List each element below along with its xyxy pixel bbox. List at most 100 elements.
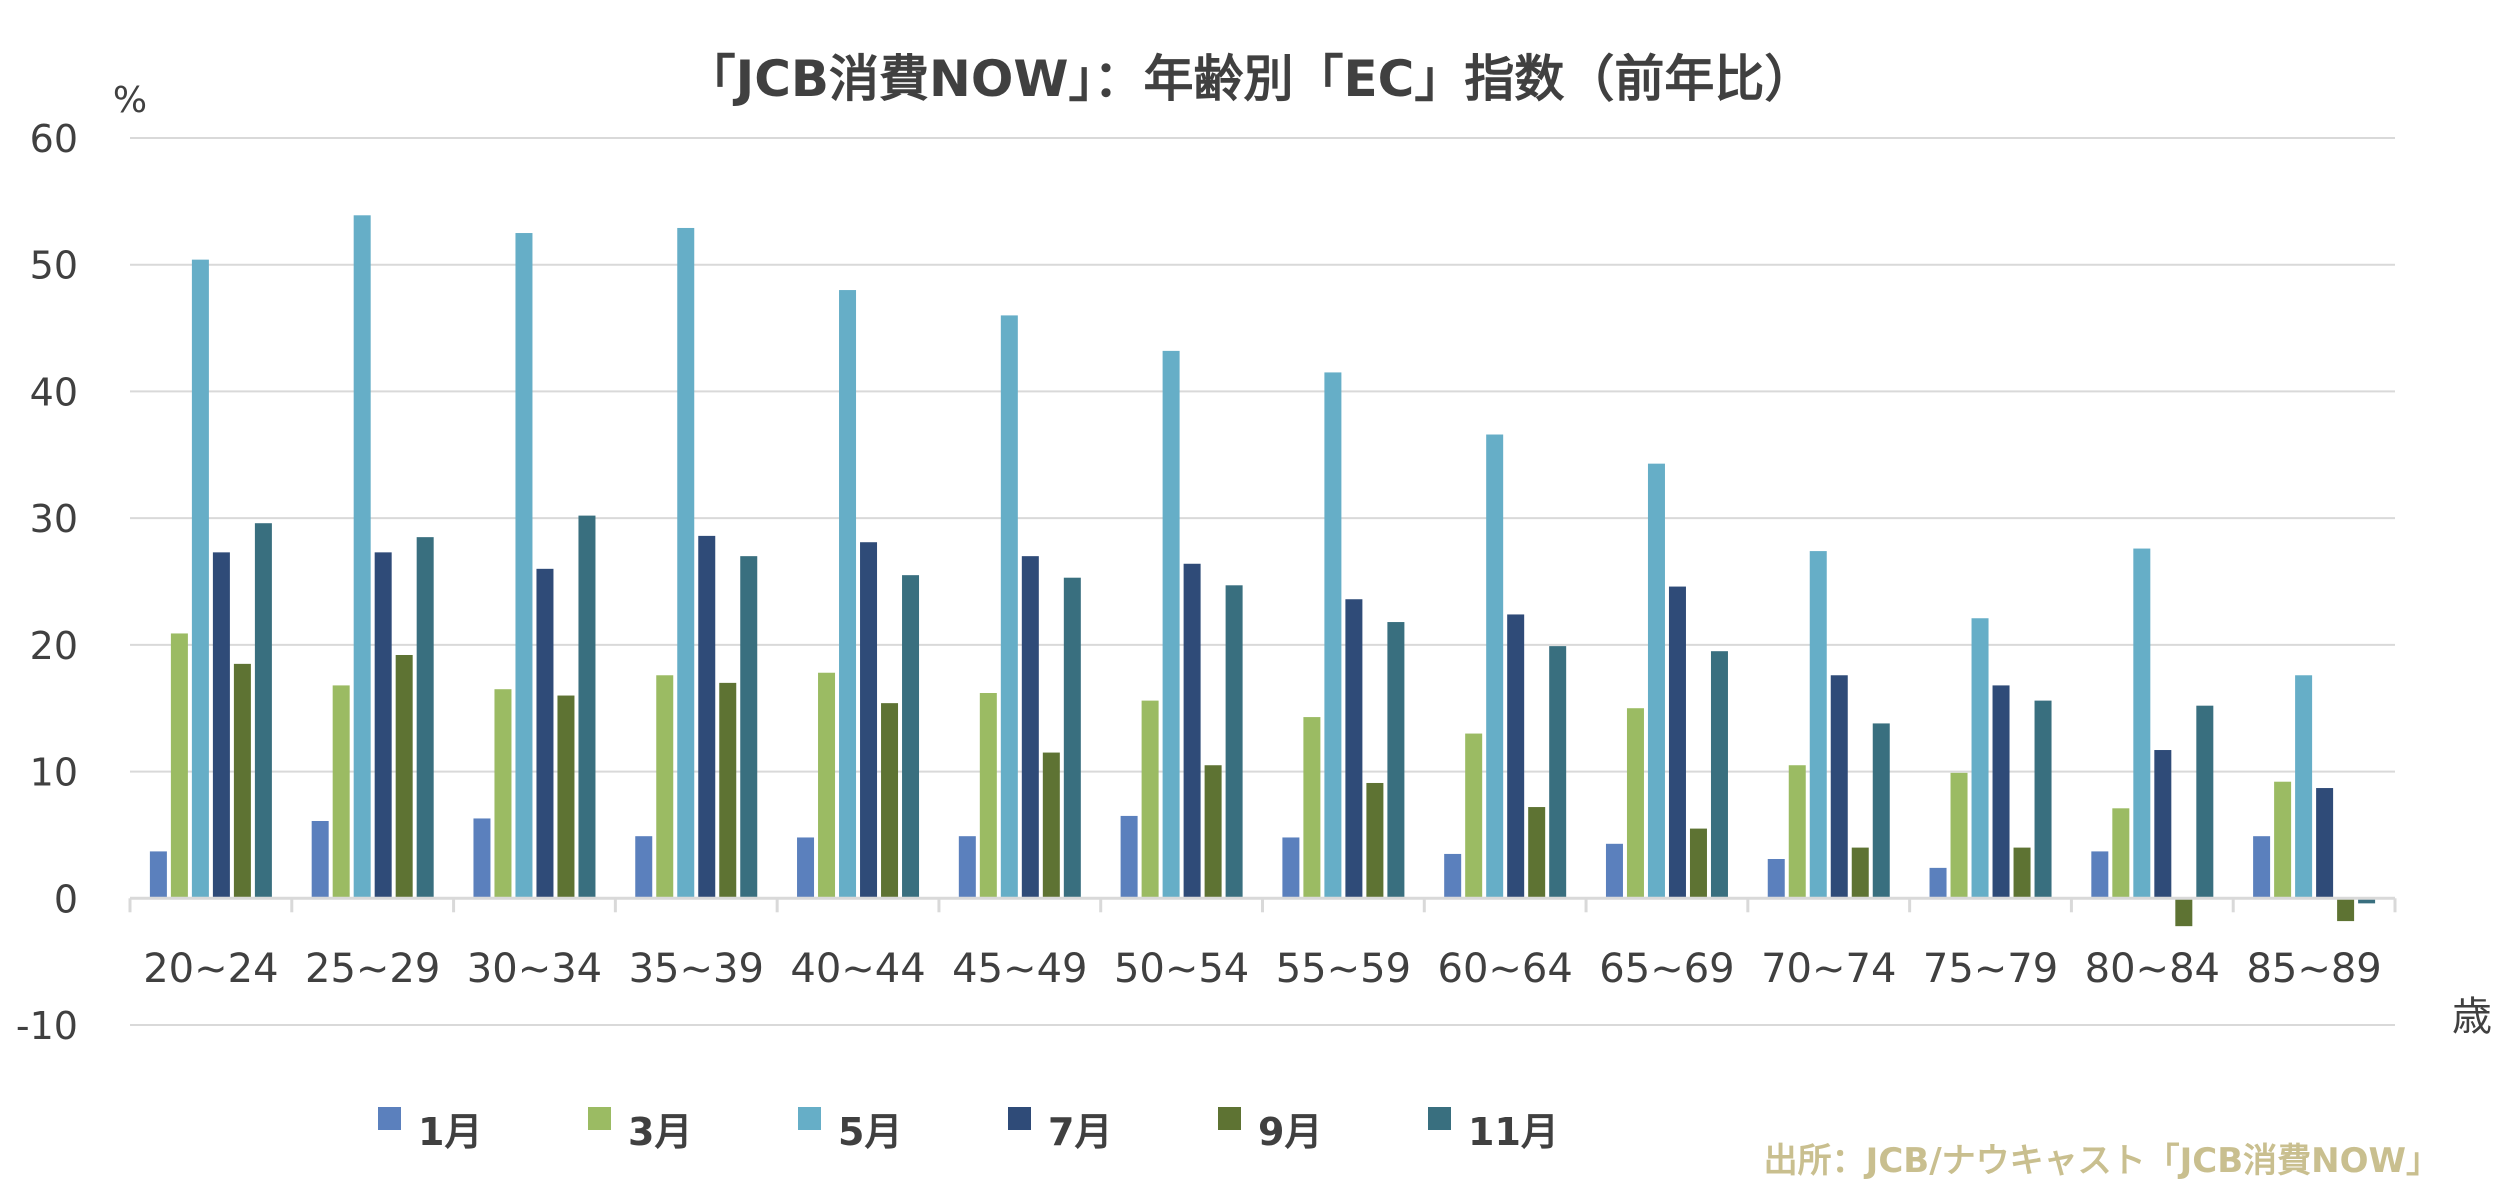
bar <box>740 556 758 899</box>
y-tick-label: 50 <box>30 244 78 288</box>
bar <box>656 675 674 899</box>
x-tick-label: 80~84 <box>2085 946 2220 992</box>
bar <box>1626 708 1644 899</box>
bar <box>233 663 251 899</box>
bar <box>473 818 491 899</box>
bar <box>902 575 920 899</box>
x-tick-label: 75~79 <box>1923 946 2058 992</box>
x-tick-label: 85~89 <box>2246 946 2381 992</box>
x-tick-labels: 20~24 25~29 30~34 35~39 40~44 45~49 50~54 55~59… <box>143 946 2382 992</box>
bar <box>1444 853 1462 899</box>
bar <box>860 542 878 899</box>
bar <box>2013 847 2031 899</box>
y-tick-label: 0 <box>54 877 78 921</box>
bar <box>979 693 997 899</box>
bar <box>1486 434 1504 899</box>
legend-label: 9月 <box>1258 1110 1322 1154</box>
bar <box>1465 733 1483 899</box>
bar <box>395 654 413 899</box>
bar <box>958 836 976 899</box>
bar <box>1950 772 1968 899</box>
gridlines <box>130 137 2395 1026</box>
bar <box>2091 851 2109 899</box>
legend-swatch <box>1008 1107 1031 1130</box>
bar <box>1788 765 1806 899</box>
x-tick-label: 35~39 <box>629 946 764 992</box>
legend-label: 5月 <box>838 1110 902 1154</box>
bar <box>881 703 899 899</box>
x-tick-label: 20~24 <box>143 946 278 992</box>
bar <box>311 820 329 899</box>
bar <box>1324 372 1342 899</box>
x-tick-label: 45~49 <box>952 946 1087 992</box>
bar <box>1809 551 1827 899</box>
bar <box>557 695 575 899</box>
bar <box>1929 867 1947 899</box>
source-note: 出所：JCB/ナウキャスト「JCB消費NOW」 <box>1764 1141 2440 1181</box>
bar <box>1225 585 1243 899</box>
bar <box>2295 675 2313 899</box>
x-tick-label: 50~54 <box>1114 946 1249 992</box>
bar <box>1303 717 1321 899</box>
legend-label: 3月 <box>628 1110 692 1154</box>
x-tick-label: 70~74 <box>1761 946 1896 992</box>
legend-swatch <box>1218 1107 1241 1130</box>
bar <box>1345 599 1363 899</box>
legend-swatch <box>588 1107 611 1130</box>
bar <box>1000 315 1018 899</box>
bar <box>332 685 350 899</box>
x-tick-label: 65~69 <box>1599 946 1734 992</box>
chart-title: 「JCB消費NOW」：年齢別「EC」指数（前年比） <box>686 50 1815 108</box>
y-axis-unit: % <box>113 80 147 121</box>
y-tick-label: 10 <box>30 751 78 795</box>
bar <box>2337 898 2355 922</box>
y-tick-label: 60 <box>30 117 78 161</box>
bar <box>2253 836 2271 899</box>
bar <box>2175 898 2193 927</box>
bar <box>677 227 695 899</box>
bar <box>1366 782 1384 899</box>
bar <box>1282 837 1300 899</box>
bar <box>1204 765 1222 899</box>
legend-swatch <box>378 1107 401 1130</box>
y-tick-label: 40 <box>30 370 78 414</box>
bar <box>1872 723 1890 899</box>
y-tick-label: 20 <box>30 624 78 668</box>
bar <box>1021 556 1039 899</box>
bar <box>1710 651 1728 899</box>
bar <box>1120 815 1138 899</box>
legend: 1月 3月 5月 7月 9月 11月 <box>378 1107 1559 1154</box>
bar <box>2274 781 2292 899</box>
x-tick-label: 55~59 <box>1276 946 1411 992</box>
bar <box>578 515 596 899</box>
bar <box>2034 700 2052 899</box>
x-tick-label: 40~44 <box>790 946 925 992</box>
x-axis-unit: 歳 <box>2452 994 2492 1040</box>
bar <box>1387 622 1405 899</box>
bar <box>2112 808 2130 899</box>
bar <box>698 535 716 899</box>
x-tick-label: 25~29 <box>305 946 440 992</box>
bar <box>1992 685 2010 899</box>
legend-swatch <box>1428 1107 1451 1130</box>
bar <box>1830 675 1848 899</box>
bar <box>536 568 554 899</box>
bar <box>1141 700 1159 899</box>
bar <box>719 682 737 899</box>
bar <box>170 633 188 899</box>
bar <box>818 672 836 899</box>
bar <box>2196 705 2214 899</box>
y-tick-labels: 60 50 40 30 20 10 0 -10 <box>16 117 78 1048</box>
bar <box>515 233 533 899</box>
bar <box>1162 350 1180 899</box>
bar <box>797 837 815 899</box>
bar <box>254 523 272 899</box>
x-axis <box>128 896 2397 913</box>
bar <box>353 215 371 899</box>
legend-swatch <box>798 1107 821 1130</box>
bar <box>1971 618 1989 899</box>
bar <box>839 290 857 899</box>
y-tick-label: -10 <box>16 1004 78 1048</box>
bar <box>2133 548 2151 899</box>
